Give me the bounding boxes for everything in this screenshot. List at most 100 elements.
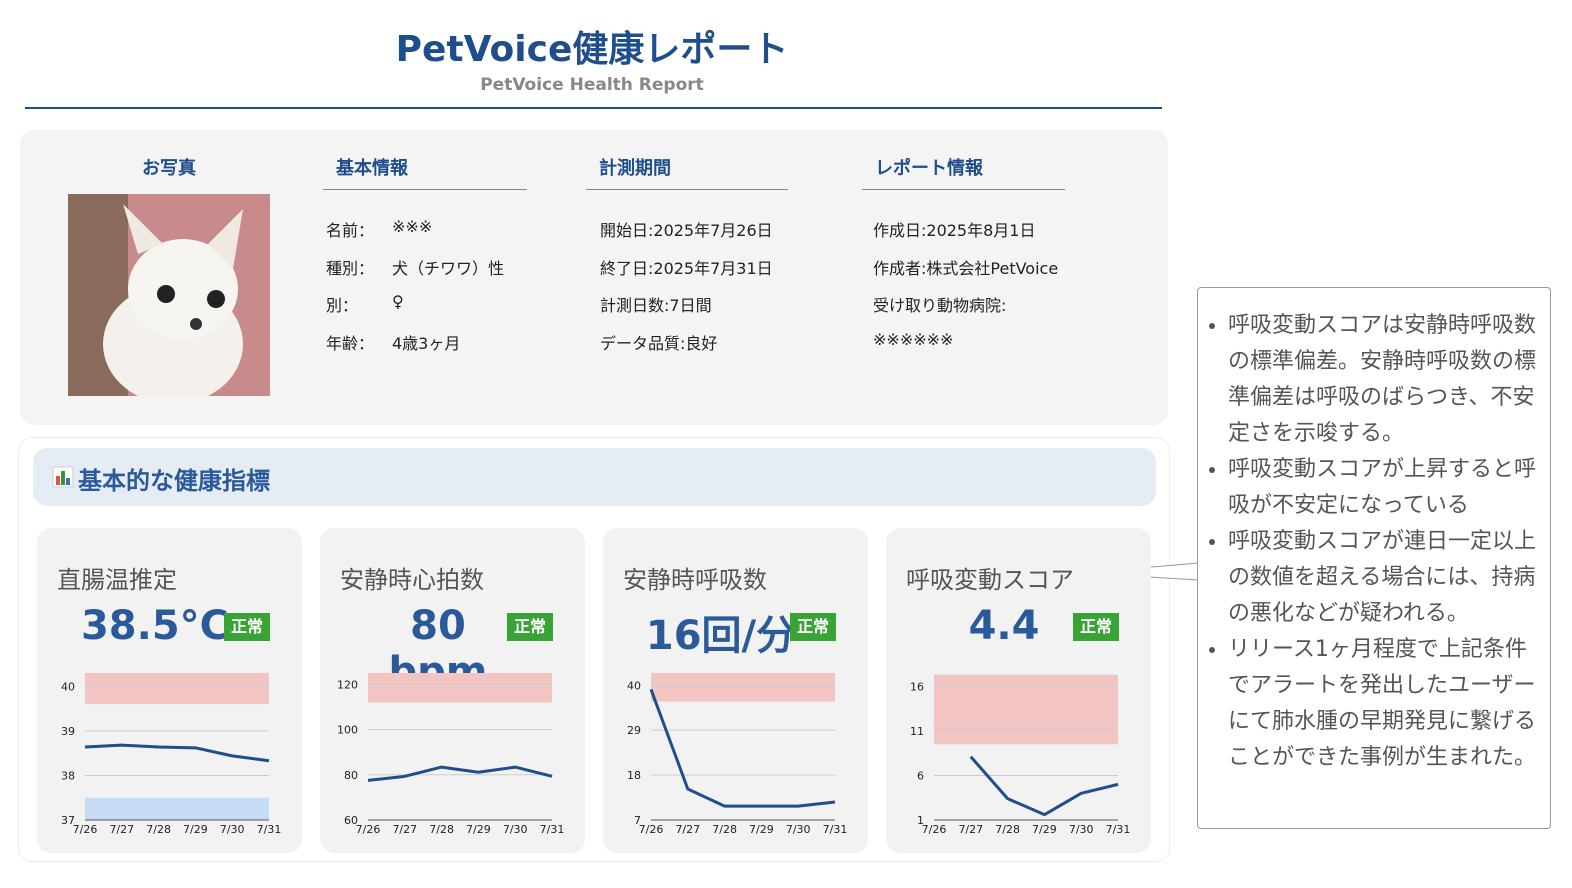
y-tick-label: 1 xyxy=(917,814,924,827)
column-underline xyxy=(586,189,788,190)
y-tick-label: 39 xyxy=(61,725,75,738)
x-tick-label: 7/29 xyxy=(183,823,208,836)
status-badge: 正常 xyxy=(790,613,836,641)
x-tick-label: 7/30 xyxy=(1069,823,1094,836)
metric-name: 呼吸変動スコア xyxy=(906,566,1074,594)
metric-value: 4.4 xyxy=(968,603,1040,649)
x-tick-label: 7/28 xyxy=(429,823,454,836)
data-line xyxy=(649,688,836,808)
info-label: 種別： xyxy=(326,258,375,278)
photo-heading: お写真 xyxy=(142,158,196,179)
info-value: 犬（チワワ）性 xyxy=(392,258,505,278)
y-tick-label: 7 xyxy=(634,814,641,827)
info-text: 計測日数:7日間 xyxy=(600,296,712,315)
x-tick-label: 7/28 xyxy=(146,823,171,836)
info-text: 作成日:2025年8月1日 xyxy=(873,221,1036,240)
x-tick-label: 7/30 xyxy=(786,823,811,836)
data-line xyxy=(969,755,1119,817)
info-text: 作成者:株式会社PetVoice xyxy=(873,258,1059,278)
y-tick-label: 37 xyxy=(61,814,75,827)
section-header xyxy=(33,448,1156,506)
data-line xyxy=(367,765,553,782)
x-tick-label: 7/26 xyxy=(73,823,98,836)
y-tick-label: 40 xyxy=(627,679,641,692)
x-tick-label: 7/29 xyxy=(749,823,774,836)
metric-value: 38.5°C xyxy=(80,603,230,649)
info-text: 終了日:2025年7月31日 xyxy=(600,258,773,278)
report-title: PetVoice健康レポート xyxy=(395,29,789,70)
range-band xyxy=(85,797,269,820)
x-tick-label: 7/27 xyxy=(392,823,417,836)
y-tick-label: 38 xyxy=(61,769,75,782)
info-text: ※※※※※※ xyxy=(873,329,954,349)
note-item: 呼吸変動スコアが上昇すると呼吸が不安定になっている xyxy=(1228,452,1536,524)
x-tick-label: 7/30 xyxy=(220,823,245,836)
section-title: 基本的な健康指標 xyxy=(78,467,270,495)
x-tick-label: 7/28 xyxy=(995,823,1020,836)
y-tick-label: 16 xyxy=(910,680,924,693)
range-band xyxy=(85,673,269,705)
x-tick-label: 7/31 xyxy=(257,823,282,836)
x-tick-label: 7/26 xyxy=(356,823,381,836)
range-band xyxy=(934,674,1118,745)
y-tick-label: 120 xyxy=(337,678,358,691)
y-tick-label: 80 xyxy=(344,769,358,782)
x-tick-label: 7/27 xyxy=(675,823,700,836)
x-tick-label: 7/29 xyxy=(466,823,491,836)
info-value: ♀ xyxy=(392,292,404,311)
x-tick-label: 7/30 xyxy=(503,823,528,836)
x-tick-label: 7/31 xyxy=(823,823,848,836)
x-tick-label: 7/26 xyxy=(639,823,664,836)
column-underline xyxy=(862,189,1065,190)
metric-name: 安静時呼吸数 xyxy=(623,566,767,594)
line-chart: 37 38 39 40 7/26 7/27 7/28 7/29 7/30 7/31 xyxy=(61,673,282,836)
metric-name: 安静時心拍数 xyxy=(340,566,484,594)
info-text: 開始日:2025年7月26日 xyxy=(600,221,773,240)
column-heading: レポート情報 xyxy=(875,158,983,179)
y-tick-label: 18 xyxy=(627,769,641,782)
status-badge: 正常 xyxy=(1073,613,1119,641)
y-tick-label: 40 xyxy=(61,680,75,693)
range-band xyxy=(651,673,835,702)
x-tick-label: 7/27 xyxy=(958,823,983,836)
x-tick-label: 7/29 xyxy=(1032,823,1057,836)
note-box: 呼吸変動スコアは安静時呼吸数の標準偏差。安静時呼吸数の標準偏差は呼吸のばらつき、… xyxy=(1197,287,1551,829)
x-tick-label: 7/31 xyxy=(540,823,565,836)
y-tick-label: 11 xyxy=(910,725,924,738)
data-line xyxy=(84,743,270,763)
pet-photo xyxy=(68,194,270,396)
info-value: 4歳3ヶ月 xyxy=(392,333,461,353)
note-item: リリース1ヶ月程度で上記条件でアラートを発出したユーザーにて肺水腫の早期発見に繋… xyxy=(1228,632,1536,776)
info-label: 年齢： xyxy=(326,333,375,353)
status-badge: 正常 xyxy=(507,613,553,641)
x-tick-label: 7/28 xyxy=(712,823,737,836)
column-heading: 基本情報 xyxy=(336,158,408,179)
y-tick-label: 100 xyxy=(337,724,358,737)
note-item: 呼吸変動スコアは安静時呼吸数の標準偏差。安静時呼吸数の標準偏差は呼吸のばらつき、… xyxy=(1228,308,1536,452)
x-tick-label: 7/26 xyxy=(922,823,947,836)
info-text: データ品質:良好 xyxy=(600,333,718,353)
column-heading: 計測期間 xyxy=(599,158,671,179)
status-badge: 正常 xyxy=(224,613,270,641)
metrics-section xyxy=(18,437,1170,862)
x-tick-label: 7/27 xyxy=(109,823,134,836)
report-subtitle: PetVoice Health Report xyxy=(480,75,704,95)
note-item: 呼吸変動スコアが連日一定以上の数値を超える場合には、持病の悪化などが疑われる。 xyxy=(1228,524,1536,632)
chart-icon xyxy=(52,466,74,488)
x-tick-label: 7/31 xyxy=(1106,823,1131,836)
metric-value: 16回/分 xyxy=(645,613,797,659)
metric-name: 直腸温推定 xyxy=(57,566,177,594)
line-chart: 60 80 100 120 7/26 7/27 7/28 7/29 7/30 7/31 xyxy=(337,673,565,836)
info-label: 別： xyxy=(326,296,359,315)
info-label: 名前： xyxy=(326,221,375,240)
header-rule xyxy=(25,107,1162,109)
note-list: 呼吸変動スコアは安静時呼吸数の標準偏差。安静時呼吸数の標準偏差は呼吸のばらつき、… xyxy=(1206,308,1536,776)
range-band xyxy=(368,673,552,703)
y-tick-label: 60 xyxy=(344,814,358,827)
column-underline xyxy=(323,189,527,190)
line-chart: 7 18 29 40 7/26 7/27 7/28 7/29 7/30 7/31 xyxy=(627,673,848,836)
info-value: ※※※ xyxy=(392,217,433,236)
y-tick-label: 6 xyxy=(917,769,924,782)
